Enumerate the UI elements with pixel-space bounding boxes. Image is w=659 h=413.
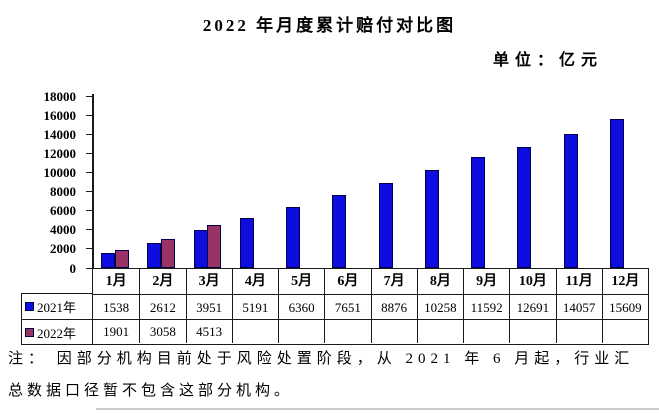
value-cell-2021年: 12691 [509, 294, 556, 319]
y-tick-mark [86, 210, 92, 212]
bar-2022年-2月 [160, 238, 175, 268]
data-table: 1月 2月 3月 4月 5月 6月 7月 8月 9月 10月 11月 12月 1538 2612 3951 5… [92, 268, 649, 345]
y-tick-label: 4000 [50, 222, 76, 238]
bar-2021年-8月 [424, 169, 439, 268]
value-cell-2022年: 4513 [185, 319, 232, 343]
value-cell-2022年 [416, 319, 463, 343]
bar-2021年-5月 [286, 207, 300, 268]
month-header-cell: 10月 [509, 269, 555, 294]
legend-column: 2021年 2022年 [21, 293, 93, 345]
chart-title: 2022 年月度累计赔付对比图 [202, 16, 457, 35]
note-line-1: 注： 因部分机构目前处于风险处置阶段，从 2021 年 6 月起，行业汇 [8, 351, 635, 367]
legend-swatch-icon [25, 328, 34, 337]
bar-2021年-3月 [193, 230, 208, 268]
value-cell-2021年: 3951 [185, 294, 232, 319]
y-tick-mark [86, 171, 92, 173]
bar-2021年-9月 [471, 157, 485, 268]
value-cell-2022年 [278, 319, 325, 343]
y-tick-mark [86, 267, 92, 269]
y-tick-mark [86, 152, 92, 154]
y-tick-mark [86, 95, 92, 97]
month-header-cell: 8月 [416, 269, 463, 294]
y-tick-label: 12000 [43, 145, 77, 161]
bar-2021年-1月 [101, 253, 115, 268]
month-header-cell: 1月 [105, 274, 127, 289]
y-tick-mark [86, 114, 92, 116]
bar-2021年-6月 [332, 194, 347, 268]
bar-2021年-10月 [517, 146, 532, 268]
bar-2021年-12月 [609, 118, 624, 268]
value-cell-2022年 [231, 319, 278, 343]
page-edge-artifact [96, 408, 659, 410]
value-cell-2021年: 14057 [555, 294, 602, 319]
value-cell-2021年: 1538 [93, 294, 140, 319]
value-cell-2021年: 2612 [139, 294, 186, 319]
legend-cell-2021年: 2021年 [22, 294, 92, 319]
value-cell-2021年: 15609 [601, 294, 648, 319]
legend-label: 2021年 [37, 300, 77, 315]
bar-2022年-3月 [207, 224, 221, 268]
y-tick-mark [86, 191, 92, 193]
y-tick-label: 2000 [50, 241, 76, 257]
bar-2021年-11月 [563, 133, 578, 268]
value-cell-2021年: 7651 [324, 294, 371, 319]
value-cell-2022年: 3058 [139, 319, 186, 343]
y-tick-label: 0 [69, 260, 77, 276]
y-tick-label: 6000 [50, 203, 76, 219]
y-tick-label: 18000 [43, 88, 77, 104]
value-cell-2022年 [370, 319, 417, 343]
month-header-cell: 7月 [370, 269, 417, 294]
value-cell-2021年: 6360 [278, 294, 325, 319]
value-cell-2022年 [555, 319, 602, 343]
month-header-cell: 11月 [555, 269, 602, 294]
value-cell-2022年 [324, 319, 371, 343]
value-cell-2021年: 5191 [231, 294, 278, 319]
y-tick-label: 10000 [43, 164, 77, 180]
value-cell-2022年 [509, 319, 556, 343]
y-tick-mark [86, 229, 92, 231]
value-cell-2021年: 10258 [416, 294, 463, 319]
y-tick-label: 16000 [43, 107, 77, 123]
month-header-cell: 9月 [463, 269, 509, 294]
month-header-cell: 3月 [185, 269, 232, 294]
month-header-cell: 12月 [601, 269, 648, 294]
bar-2022年-1月 [114, 249, 129, 268]
bar-2021年-7月 [378, 183, 393, 268]
legend-label: 2022年 [37, 326, 77, 341]
value-cell-2021年: 8876 [370, 294, 417, 319]
bar-2021年-2月 [147, 243, 162, 268]
y-axis-line [92, 94, 94, 268]
unit-label: 单位：亿元 [492, 52, 603, 69]
y-tick-mark [86, 133, 92, 135]
legend-cell-2022年: 2022年 [22, 319, 92, 345]
month-header-cell: 5月 [278, 269, 324, 294]
y-tick-label: 8000 [50, 184, 76, 200]
month-header-cell: 2月 [139, 269, 185, 294]
month-header-cell: 4月 [231, 269, 278, 294]
value-cell-2021年: 11592 [463, 294, 510, 319]
y-tick-label: 14000 [43, 126, 77, 142]
month-header-cell: 6月 [324, 269, 370, 294]
value-cell-2022年 [463, 319, 510, 343]
value-cell-2022年: 1901 [93, 319, 140, 343]
note-line-2: 总数据口径暂不包含这部分机构。 [8, 383, 294, 399]
bar-2021年-4月 [239, 218, 254, 268]
value-cell-2022年 [601, 319, 648, 343]
y-tick-mark [86, 248, 92, 250]
legend-swatch-icon [25, 302, 34, 311]
